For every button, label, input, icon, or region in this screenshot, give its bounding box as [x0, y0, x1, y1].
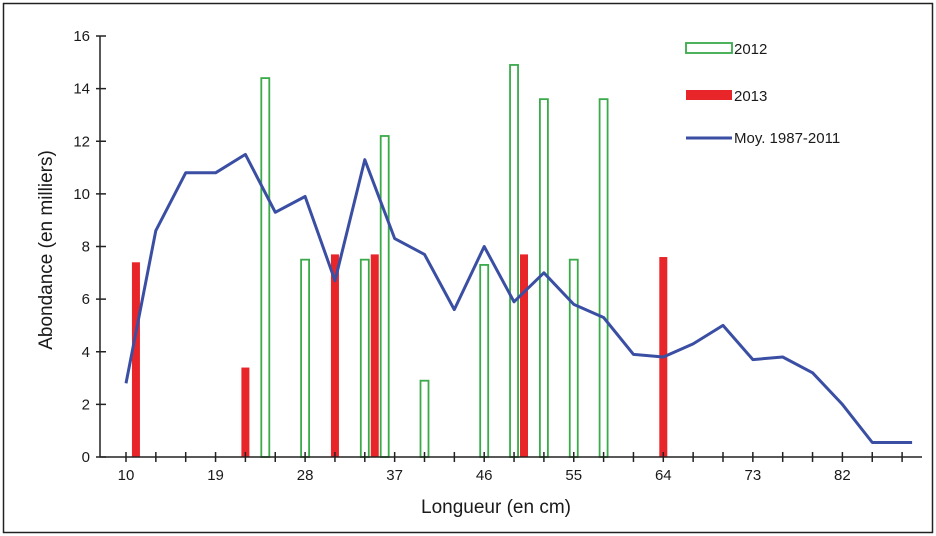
legend-label-2012: 2012 — [734, 41, 767, 58]
bar-2012 — [260, 77, 271, 458]
bar-2012 — [509, 64, 519, 458]
legend-swatch-2012 — [685, 42, 733, 54]
x-tick-label: 82 — [834, 467, 851, 484]
y-tick-label: 14 — [73, 81, 90, 98]
bar-2013 — [131, 262, 140, 457]
bar-2012 — [598, 98, 609, 458]
bar-2013 — [520, 254, 528, 457]
legend: 2012 2013 Moy. 1987-2011 — [685, 41, 840, 147]
bar-2012 — [300, 258, 311, 458]
x-tick-label: 28 — [297, 467, 314, 484]
bar-2013 — [370, 254, 379, 457]
bar-2013 — [241, 367, 250, 457]
y-tick-label: 16 — [73, 28, 90, 45]
x-tick-label: 10 — [118, 467, 135, 484]
x-axis-title: Longueur (en cm) — [421, 497, 571, 518]
x-tick-label: 73 — [745, 467, 762, 484]
y-tick-label: 12 — [73, 133, 90, 150]
y-tick-label: 10 — [73, 186, 90, 203]
y-tick-label: 0 — [82, 449, 90, 466]
x-tick-label: 37 — [386, 467, 403, 484]
line-average — [124, 152, 913, 444]
legend-label-2013: 2013 — [734, 88, 767, 105]
x-tick-label: 46 — [476, 467, 493, 484]
bar-2012 — [568, 258, 579, 458]
y-axis-title: Abondance (en milliers) — [36, 150, 57, 350]
x-tick-label: 19 — [207, 467, 224, 484]
y-tick-label: 8 — [82, 239, 90, 256]
legend-swatch-2013 — [686, 90, 732, 100]
y-tick-label: 6 — [82, 291, 90, 308]
x-tick-label: 64 — [655, 467, 672, 484]
series-line-average — [124, 152, 913, 444]
y-tick-label: 4 — [82, 344, 90, 361]
bar-2012 — [359, 258, 370, 458]
bar-2012 — [419, 379, 430, 458]
bar-2012 — [479, 264, 490, 458]
bar-2012 — [379, 135, 390, 458]
bar-2012 — [539, 98, 549, 458]
legend-label-average: Moy. 1987-2011 — [734, 130, 840, 147]
y-tick-label: 2 — [82, 396, 90, 413]
x-tick-label: 55 — [565, 467, 582, 484]
bar-2013 — [330, 254, 339, 457]
